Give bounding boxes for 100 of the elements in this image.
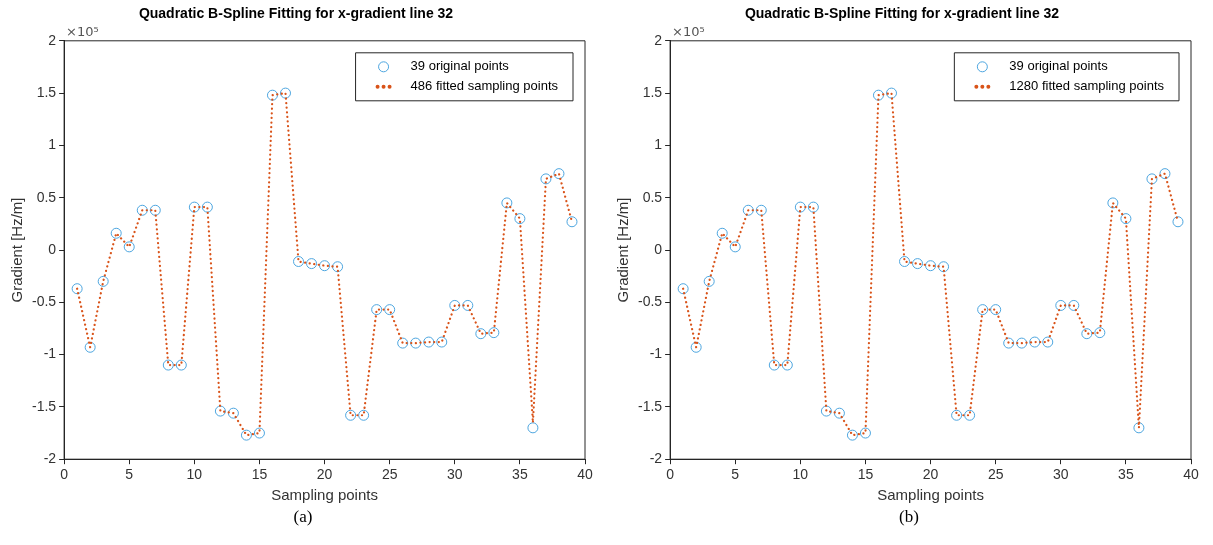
point — [1029, 336, 1041, 348]
x-tick-label: 10 — [792, 466, 809, 483]
point — [794, 201, 806, 213]
point — [136, 204, 148, 216]
point — [1016, 337, 1028, 349]
x-tick-label: 35 — [1118, 466, 1134, 483]
x-tick-label: 10 — [186, 466, 203, 483]
point — [951, 409, 963, 421]
y-tick-label: -1 — [43, 345, 57, 362]
text: ×10⁵ — [672, 23, 705, 39]
point — [227, 407, 239, 419]
y-axis-title: Gradient [Hz/m] — [8, 197, 26, 303]
y-tick-label: -1.5 — [32, 397, 57, 414]
point — [990, 304, 1002, 316]
point — [214, 405, 226, 417]
point — [807, 201, 819, 213]
point — [358, 409, 370, 421]
y-tick-label: 1.5 — [36, 83, 57, 100]
point — [1107, 197, 1119, 209]
point — [280, 87, 291, 99]
point — [703, 275, 715, 287]
y-axis-title: Gradient [Hz/m] — [614, 197, 632, 303]
chart-title: Quadratic B-Spline Fitting for x-gradient line 32 — [744, 5, 1060, 22]
x-tick-label: 15 — [251, 466, 268, 483]
point — [872, 89, 884, 101]
point — [1094, 327, 1106, 339]
point — [488, 327, 500, 339]
y-tick-label: 2 — [654, 31, 663, 48]
y-tick-label: 1 — [48, 136, 57, 153]
point — [1003, 337, 1015, 349]
y-tick-label: 1 — [654, 136, 663, 153]
y-tick-label: 0 — [654, 240, 663, 257]
x-tick-label: 30 — [1052, 466, 1069, 483]
y-tick-label: -1.5 — [638, 397, 663, 414]
chart-title: Quadratic B-Spline Fitting for x-gradient line 32 — [138, 5, 454, 22]
legend-label: 486 fitted sampling points — [410, 78, 559, 94]
point — [371, 304, 383, 316]
y-tick-label: -0.5 — [32, 293, 57, 310]
point — [540, 173, 552, 185]
point — [240, 429, 252, 441]
point — [527, 422, 539, 434]
point — [319, 260, 331, 272]
point — [123, 241, 135, 253]
legend-label: 1280 fitted sampling points — [1009, 78, 1165, 94]
text: (b) — [899, 507, 919, 527]
point — [410, 337, 422, 349]
point — [938, 261, 950, 273]
x-tick-label: 40 — [1183, 466, 1199, 483]
point — [912, 258, 924, 270]
x-tick-label: 25 — [987, 466, 1004, 483]
point — [690, 341, 702, 353]
x-tick-label: 0 — [60, 466, 69, 483]
point — [266, 89, 278, 101]
point — [188, 201, 200, 213]
point — [436, 336, 448, 348]
x-tick-label: 15 — [857, 466, 874, 483]
y-tick-label: -0.5 — [638, 293, 663, 310]
x-tick-label: 30 — [446, 466, 463, 483]
point — [449, 299, 461, 311]
point — [1133, 422, 1145, 434]
point — [886, 87, 897, 99]
point — [1159, 168, 1171, 180]
point — [514, 213, 526, 225]
point — [149, 204, 161, 216]
legend-label: 39 original points — [410, 58, 510, 74]
point — [677, 283, 689, 295]
point — [553, 168, 565, 180]
text: (a) — [293, 507, 313, 527]
x-axis-title: Sampling points — [877, 486, 984, 504]
point — [71, 283, 83, 295]
point — [899, 256, 911, 268]
point — [462, 299, 474, 311]
point — [397, 337, 409, 349]
point — [306, 258, 318, 270]
x-tick-label: 40 — [577, 466, 593, 483]
point — [977, 304, 989, 316]
point — [566, 216, 578, 228]
y-tick-label: 0 — [48, 240, 57, 257]
point — [820, 405, 832, 417]
text: ×10⁵ — [66, 23, 99, 39]
point — [110, 227, 122, 239]
x-tick-label: 5 — [125, 466, 134, 483]
x-tick-label: 5 — [731, 466, 740, 483]
point — [475, 328, 487, 340]
point — [253, 427, 265, 439]
point — [345, 409, 357, 421]
point — [293, 256, 305, 268]
point — [716, 227, 728, 239]
point — [162, 359, 174, 371]
y-tick-label: 0.5 — [36, 188, 57, 205]
x-tick-label: 25 — [381, 466, 398, 483]
point — [781, 359, 793, 371]
point — [1081, 328, 1093, 340]
point — [859, 427, 871, 439]
point — [846, 429, 858, 441]
point — [1120, 213, 1132, 225]
point — [423, 336, 435, 348]
point — [201, 201, 213, 213]
point — [384, 304, 396, 316]
point — [742, 204, 754, 216]
